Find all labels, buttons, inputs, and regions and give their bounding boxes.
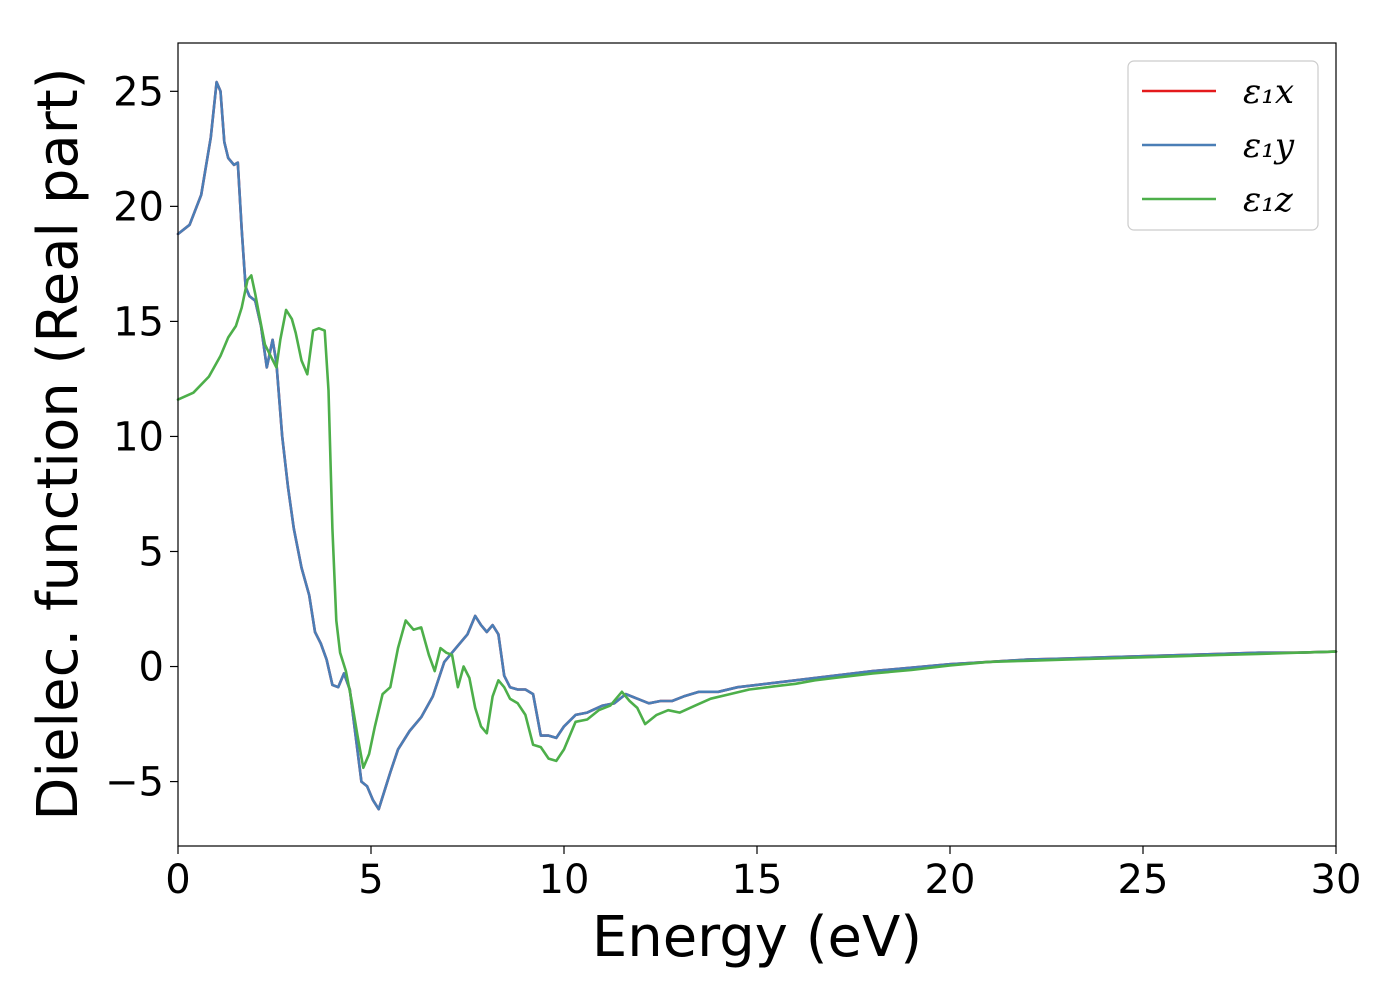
x-tick-label: 5 [358,857,383,903]
x-tick-label: 15 [732,857,783,903]
legend-label-2: ε₁y [1243,126,1295,166]
y-tick-label: 5 [139,529,164,575]
x-tick-label: 30 [1311,857,1362,903]
legend: ε₁x ε₁y ε₁z [1127,60,1319,231]
y-axis-ticks: −5 0 5 10 15 20 25 [105,69,178,806]
legend-items: ε₁x ε₁y ε₁z [1142,72,1295,220]
x-tick-label: 20 [925,857,976,903]
legend-box [1127,60,1319,231]
legend-label-1: ε₁x [1243,72,1294,112]
y-axis-title: Dielec. function (Real part) [26,67,91,820]
x-axis-ticks: 0 5 10 15 20 25 30 [165,846,1361,903]
x-tick-label: 10 [539,857,590,903]
y-tick-label: 10 [113,414,164,460]
y-tick-label: 20 [113,184,164,230]
series-line-3 [176,274,1338,770]
series-layer [176,80,1338,811]
x-tick-label: 0 [165,857,190,903]
legend-label-3: ε₁z [1243,180,1294,220]
x-axis-title: Energy (eV) [592,905,922,970]
x-tick-label: 25 [1118,857,1169,903]
y-tick-label: 25 [113,69,164,115]
y-tick-label: 15 [113,299,164,345]
y-tick-label: −5 [105,760,164,806]
y-tick-label: 0 [139,645,164,691]
